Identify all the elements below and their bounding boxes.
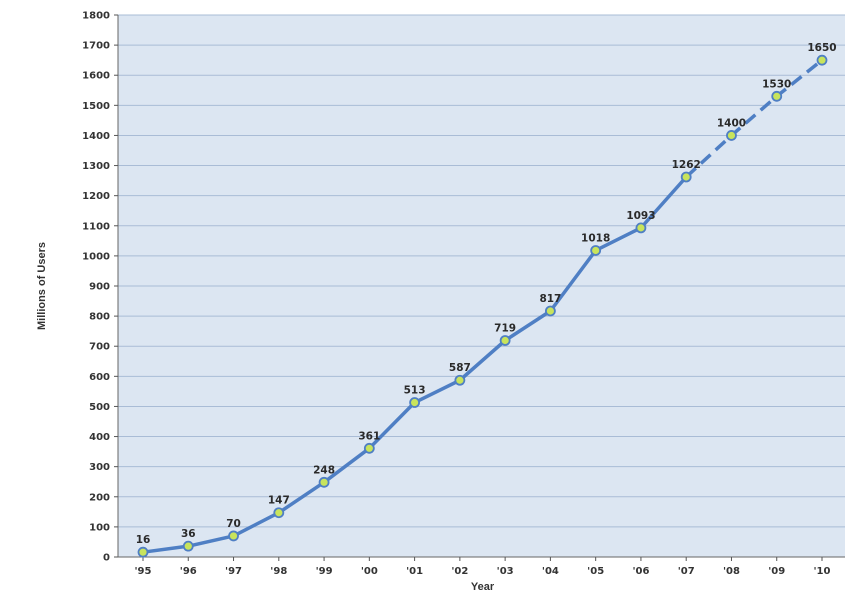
- y-tick-label: 800: [89, 312, 110, 323]
- data-label: 1262: [672, 159, 701, 171]
- data-point: [363, 442, 375, 454]
- y-tick-label: 1700: [82, 41, 110, 52]
- x-tick-label: '07: [678, 566, 695, 577]
- series-line-projected: [685, 58, 824, 179]
- x-axis-title: Year: [471, 581, 495, 593]
- x-tick-label: '06: [632, 566, 649, 577]
- y-tick-label: 100: [89, 522, 110, 533]
- y-tick-label: 0: [103, 553, 110, 564]
- y-tick-label: 200: [89, 492, 110, 503]
- data-label: 361: [358, 430, 380, 442]
- y-axis-ticks: 0 100 200 300 400 500 600 700 800 900 1000 1100 1200…: [82, 11, 118, 564]
- y-tick-label: 400: [89, 432, 110, 443]
- data-point: [680, 171, 692, 183]
- y-tick-label: 600: [89, 372, 110, 383]
- data-label: 817: [539, 293, 561, 305]
- data-point: [635, 222, 647, 234]
- x-tick-label: '97: [225, 566, 242, 577]
- x-axis-ticks: '95 '96 '97 '98 '99 '00 '01 '02 '03 '04 '05 '06 '07 '…: [135, 557, 831, 577]
- data-point: [409, 397, 421, 408]
- x-tick-label: '00: [361, 566, 378, 577]
- data-point: [499, 335, 511, 346]
- y-tick-label: 1500: [82, 101, 110, 112]
- data-point: [590, 245, 602, 256]
- data-label: 36: [181, 528, 196, 540]
- x-tick-label: '04: [542, 566, 559, 577]
- data-point: [771, 90, 783, 102]
- y-tick-label: 1400: [82, 131, 110, 142]
- data-point: [454, 374, 466, 386]
- data-point: [182, 540, 194, 552]
- data-point: [228, 530, 239, 542]
- data-label: 70: [226, 518, 241, 530]
- x-tick-label: '03: [497, 566, 514, 577]
- x-tick-label: '05: [587, 566, 604, 577]
- y-tick-label: 300: [89, 462, 110, 473]
- y-tick-label: 1100: [82, 221, 110, 232]
- data-point: [273, 507, 285, 519]
- data-labels: 16 36 70 147 248 361 513 587 719 817 1018 1093 1262 1…: [136, 42, 837, 546]
- y-tick-label: 1800: [82, 11, 110, 22]
- x-tick-label: '96: [180, 566, 197, 577]
- y-tick-label: 1600: [82, 71, 110, 82]
- data-label: 1400: [717, 117, 746, 129]
- y-tick-label: 1200: [82, 191, 110, 202]
- data-label: 147: [268, 495, 290, 507]
- x-tick-label: '10: [814, 566, 831, 577]
- data-point: [726, 130, 737, 141]
- y-tick-label: 900: [89, 282, 110, 293]
- y-tick-label: 500: [89, 402, 110, 413]
- x-tick-label: '99: [316, 566, 333, 577]
- data-label: 1650: [807, 42, 836, 54]
- data-label: 719: [494, 323, 516, 335]
- data-label: 1018: [581, 232, 610, 244]
- x-tick-label: '02: [451, 566, 468, 577]
- data-point: [137, 546, 149, 558]
- x-tick-label: '01: [406, 566, 423, 577]
- y-tick-label: 700: [89, 342, 110, 353]
- x-tick-label: '08: [723, 566, 740, 577]
- data-label: 587: [449, 362, 471, 374]
- data-label: 513: [404, 385, 426, 397]
- data-label: 1530: [762, 78, 791, 90]
- y-tick-label: 1000: [82, 251, 110, 262]
- y-axis-title: Millions of Users: [36, 242, 48, 330]
- x-tick-label: '98: [270, 566, 287, 577]
- data-point: [318, 476, 330, 488]
- data-point: [816, 54, 828, 66]
- y-tick-label: 1300: [82, 161, 110, 172]
- data-label: 1093: [626, 210, 655, 222]
- data-points: [137, 54, 828, 558]
- data-label: 248: [313, 464, 335, 476]
- data-label: 16: [136, 534, 151, 546]
- x-tick-label: '95: [135, 566, 152, 577]
- x-tick-label: '09: [768, 566, 785, 577]
- data-point: [545, 305, 556, 317]
